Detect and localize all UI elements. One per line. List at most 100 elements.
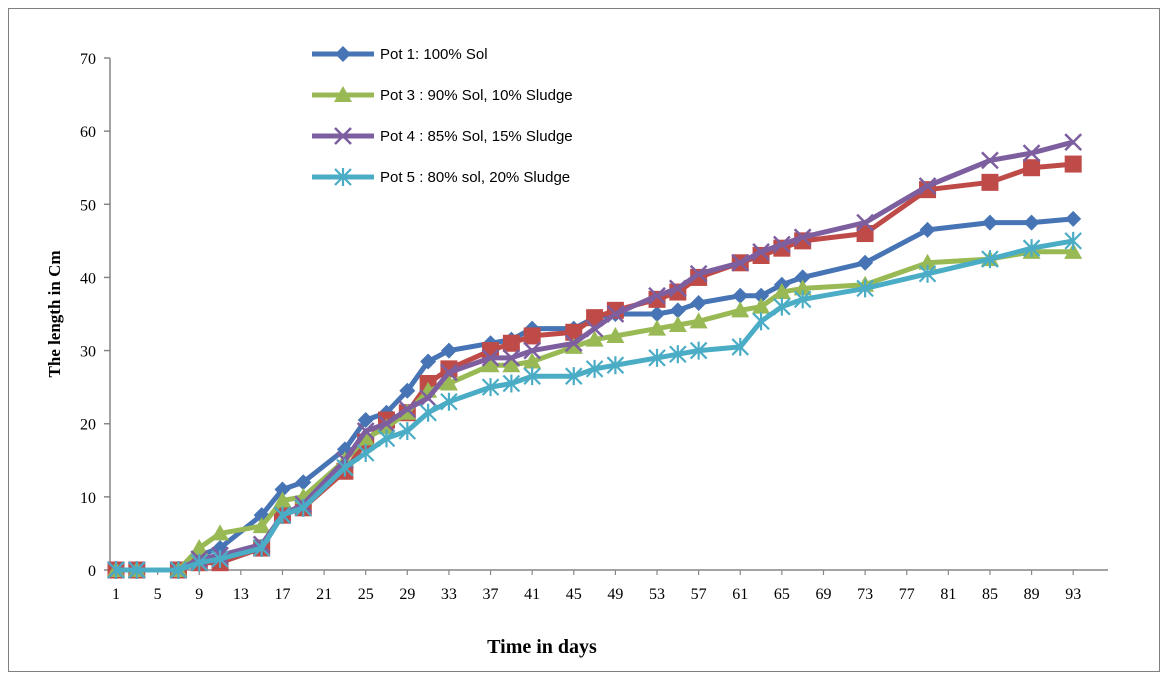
- legend-item: Pot 1: 100% Sol: [312, 46, 488, 63]
- triangle-marker: [606, 326, 625, 343]
- square-marker: [586, 309, 604, 327]
- x-axis-title: Time in days: [487, 636, 597, 658]
- x-marker: [440, 363, 458, 382]
- x-marker: [981, 151, 999, 170]
- star-marker: [481, 378, 500, 397]
- x-tick-label: 69: [815, 586, 831, 603]
- triangle-marker: [1064, 242, 1083, 259]
- star-marker: [252, 539, 271, 558]
- legend-label: Pot 3 : 90% Sol, 10% Sludge: [380, 87, 573, 104]
- diamond-marker: [919, 221, 936, 238]
- x-marker: [481, 349, 500, 367]
- x-marker: [398, 400, 417, 418]
- x-tick-label: 13: [233, 586, 249, 603]
- diamond-marker: [753, 287, 770, 304]
- star-marker: [377, 429, 396, 448]
- x-marker: [502, 349, 521, 367]
- x-marker: [772, 235, 791, 254]
- series-line: [116, 139, 1074, 573]
- triangle-marker: [523, 352, 542, 369]
- x-marker: [731, 253, 750, 272]
- triangle-marker: [252, 517, 271, 534]
- y-tick-label: 70: [80, 51, 96, 68]
- diamond-marker: [981, 214, 998, 231]
- triangle-marker: [334, 86, 352, 102]
- triangle-marker: [190, 539, 209, 556]
- star-marker: [752, 312, 770, 331]
- x-tick-label: 37: [483, 586, 499, 603]
- star-marker: [502, 374, 521, 393]
- star-marker: [585, 359, 604, 378]
- triangle-marker: [377, 418, 396, 435]
- x-ticks: 1 5 9 13 17 21 25 29 33 37 41 45 49 53 57 61 65 69 73 77 81 8…: [112, 570, 1081, 603]
- star-marker: [1064, 231, 1082, 250]
- x-marker: [585, 319, 604, 338]
- star-marker: [128, 561, 146, 579]
- star-marker: [273, 506, 292, 525]
- diamond-marker: [335, 46, 351, 62]
- series-5: [107, 231, 1082, 579]
- diamond-marker: [295, 474, 312, 491]
- x-tick-label: 49: [607, 586, 623, 603]
- x-tick-label: 89: [1024, 586, 1040, 603]
- y-tick-label: 10: [80, 490, 96, 507]
- square-marker: [565, 323, 583, 341]
- star-marker: [211, 550, 229, 569]
- series-line: [116, 238, 1074, 573]
- x-tick-label: 17: [274, 586, 290, 603]
- triangle-marker: [793, 279, 812, 296]
- star-marker: [190, 553, 209, 572]
- x-tick-label: 61: [732, 586, 748, 603]
- star-marker: [169, 561, 188, 579]
- triangle-marker: [273, 491, 292, 508]
- square-marker: [1064, 155, 1082, 173]
- diamond-marker: [357, 412, 374, 429]
- star-marker: [334, 168, 352, 186]
- x-marker: [648, 286, 666, 305]
- diamond-marker: [440, 342, 457, 359]
- y-tick-label: 60: [80, 124, 96, 141]
- legend-label: Pot 5 : 80% sol, 20% Sludge: [380, 169, 570, 186]
- x-tick-label: 1: [112, 586, 120, 603]
- triangle-marker: [668, 315, 687, 332]
- legend-item: Pot 3 : 90% Sol, 10% Sludge: [312, 86, 573, 104]
- star-marker: [356, 443, 375, 462]
- star-marker: [523, 367, 541, 386]
- x-marker: [1022, 144, 1041, 162]
- triangle-marker: [439, 374, 458, 391]
- square-marker: [523, 327, 541, 345]
- star-marker: [981, 250, 999, 269]
- x-marker: [752, 242, 770, 261]
- x-marker: [564, 334, 583, 353]
- x-marker: [419, 389, 438, 407]
- star-marker: [565, 367, 583, 386]
- star-marker: [773, 297, 791, 316]
- star-marker: [336, 458, 354, 477]
- diamond-marker: [1023, 214, 1040, 231]
- diamond-marker: [857, 254, 874, 271]
- x-tick-label: 9: [195, 586, 203, 603]
- diamond-marker: [1065, 210, 1082, 227]
- triangle-marker: [752, 297, 771, 314]
- diamond-marker: [649, 306, 666, 322]
- y-tick-label: 50: [80, 197, 96, 214]
- x-marker: [918, 177, 937, 195]
- legend-item: Pot 5 : 80% sol, 20% Sludge: [312, 168, 570, 186]
- legend: Pot 1: 100% Sol Pot 3 : 90% Sol, 10% Slud…: [312, 46, 573, 186]
- x-tick-label: 41: [524, 586, 540, 603]
- star-marker: [689, 341, 708, 360]
- x-tick-label: 25: [358, 586, 374, 603]
- square-marker: [856, 225, 874, 243]
- star-marker: [793, 290, 812, 309]
- x-marker: [793, 228, 812, 247]
- star-marker: [294, 498, 313, 517]
- star-marker: [648, 348, 666, 367]
- x-marker: [523, 341, 542, 360]
- series-4: [107, 133, 1083, 579]
- axes: [109, 58, 1108, 571]
- x-tick-label: 65: [774, 586, 790, 603]
- x-tick-label: 77: [899, 586, 915, 603]
- x-marker: [334, 127, 352, 145]
- triangle-marker: [211, 524, 230, 541]
